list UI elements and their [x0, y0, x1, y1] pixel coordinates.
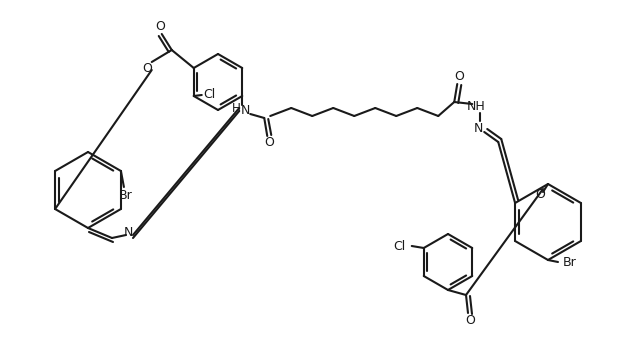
Text: NH: NH — [467, 99, 486, 113]
Text: Br: Br — [119, 190, 132, 202]
Text: N: N — [241, 104, 250, 118]
Text: O: O — [264, 137, 274, 149]
Text: N: N — [124, 226, 132, 240]
Text: H: H — [232, 101, 241, 115]
Text: O: O — [535, 188, 545, 200]
Text: Cl: Cl — [394, 240, 406, 252]
Text: O: O — [155, 20, 164, 32]
Text: Cl: Cl — [204, 89, 216, 101]
Text: N: N — [474, 121, 483, 135]
Text: O: O — [142, 62, 152, 74]
Text: Br: Br — [563, 257, 577, 269]
Text: O: O — [465, 314, 475, 328]
Text: O: O — [454, 70, 464, 82]
